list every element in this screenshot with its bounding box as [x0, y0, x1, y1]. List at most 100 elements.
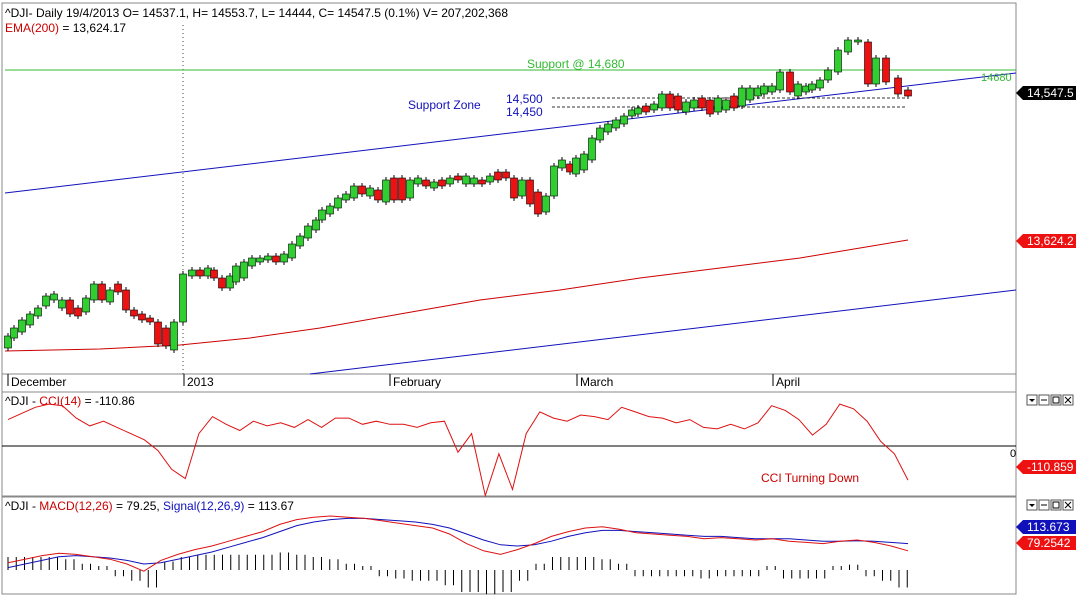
- candle-body: [74, 307, 82, 317]
- price-panel: [1, 2, 1017, 375]
- candle-body: [502, 171, 510, 179]
- candle-body: [824, 69, 832, 81]
- cci-line: [7, 403, 909, 498]
- last-price-badge: [1016, 86, 1076, 100]
- candle-body: [666, 93, 674, 109]
- candle-body: [572, 157, 580, 175]
- candle-body: [682, 101, 690, 113]
- cci-panel-controls[interactable]: [1026, 394, 1074, 406]
- candle-body: [406, 179, 414, 199]
- candle-body: [486, 175, 494, 183]
- candle-body: [834, 49, 842, 73]
- candle-body: [318, 209, 326, 221]
- ema-line: [4, 239, 909, 352]
- candle-body: [256, 257, 264, 263]
- ema-badge: [1016, 234, 1076, 248]
- candle-body: [722, 99, 730, 111]
- candle-body: [170, 321, 178, 351]
- candle-body: [288, 243, 296, 259]
- cci-legend: ^DJI - CCI(14) = -110.86: [5, 394, 135, 408]
- candle-body: [794, 83, 802, 97]
- candle-body: [122, 289, 130, 311]
- candle-body: [114, 283, 122, 293]
- candle-body: [588, 137, 596, 161]
- candle-body: [42, 295, 50, 307]
- candle-body: [872, 57, 880, 85]
- support-line-label: Support @ 14,680: [527, 57, 625, 71]
- candle-body: [864, 41, 872, 85]
- candle-body: [382, 179, 390, 203]
- candle-body: [34, 307, 42, 317]
- signal-line: [7, 517, 909, 569]
- candle-body: [760, 85, 768, 95]
- candle-body: [342, 193, 350, 201]
- candle-body: [808, 83, 816, 91]
- candle-body: [470, 177, 478, 185]
- candle-body: [312, 219, 320, 231]
- date-label-2013: 2013: [187, 375, 214, 389]
- candle-body: [130, 309, 138, 317]
- macd-maximize-button[interactable]: [1050, 499, 1062, 511]
- cci-annotation: CCI Turning Down: [761, 471, 859, 485]
- candle-body: [304, 225, 312, 239]
- candle-body: [422, 179, 430, 187]
- candle-body: [196, 269, 204, 277]
- candle-body: [162, 327, 170, 347]
- candle-body: [66, 299, 74, 315]
- candle-body: [706, 99, 714, 115]
- ema-legend: EMA(200) = 13,624.17: [5, 21, 126, 35]
- cci-legend-prefix: ^DJI -: [5, 394, 39, 408]
- candle-body: [280, 253, 288, 263]
- candle-body: [776, 71, 784, 91]
- signal-legend-value: = 113.67: [244, 499, 294, 513]
- candle-body: [146, 317, 154, 323]
- candle-body: [264, 255, 272, 261]
- candle-body: [248, 257, 256, 267]
- support-axis-label: 14680: [981, 72, 1012, 84]
- candle-body: [580, 153, 588, 171]
- candle-body: [518, 179, 526, 197]
- dropdown-icon: [1029, 399, 1035, 402]
- candle-body: [58, 299, 66, 309]
- candle-body: [612, 119, 620, 129]
- signal-badge: [1016, 520, 1076, 534]
- macd-panel-controls[interactable]: [1026, 499, 1074, 511]
- macd-badge: [1016, 536, 1076, 550]
- candle-body: [658, 93, 666, 109]
- candle-body: [620, 115, 628, 125]
- candle-body: [18, 319, 26, 333]
- candle-body: [414, 177, 422, 185]
- ema-legend-value: = 13,624.17: [59, 21, 126, 35]
- candle-body: [854, 39, 862, 43]
- candle-body: [138, 313, 146, 321]
- cci-zero-label: 0: [1010, 448, 1016, 460]
- candle-body: [650, 103, 658, 111]
- candle-body: [596, 127, 604, 141]
- candle-body: [82, 297, 90, 313]
- support-zone-label: Support Zone: [408, 98, 481, 112]
- price-header: ^DJI- Daily 19/4/2013 O= 14537.1, H= 145…: [5, 6, 508, 20]
- cci-badge-text: -110.859: [1027, 460, 1074, 474]
- macd-histogram: [7, 552, 908, 595]
- macd-line: [7, 515, 909, 572]
- maximize-icon: [1052, 396, 1060, 404]
- candle-body: [642, 105, 650, 113]
- candle-body: [438, 179, 446, 187]
- candle-body: [714, 97, 722, 113]
- close-icon: [1064, 396, 1072, 404]
- zone-upper-label: 14,500: [506, 92, 543, 106]
- candle-body: [698, 97, 706, 109]
- candle-body: [350, 185, 358, 199]
- candle-body: [730, 95, 738, 109]
- candlesticks: [4, 37, 912, 353]
- candle-body: [690, 99, 698, 109]
- cci-maximize-button[interactable]: [1050, 394, 1062, 406]
- macd-badge-text: 79.2542: [1027, 536, 1071, 550]
- date-label-april: April: [776, 375, 800, 389]
- date-label-march: March: [580, 375, 613, 389]
- candle-body: [374, 189, 382, 201]
- candle-body: [366, 187, 374, 197]
- candle-body: [462, 175, 470, 185]
- candle-body: [326, 205, 334, 215]
